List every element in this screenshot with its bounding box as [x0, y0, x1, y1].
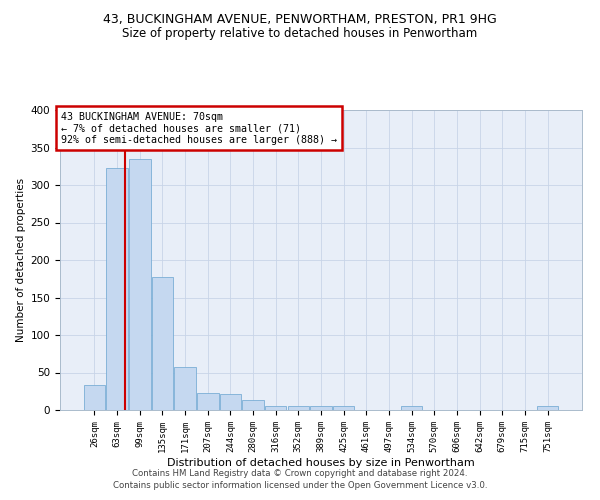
Bar [265, 406, 286, 410]
Bar [106, 168, 128, 410]
Bar [129, 159, 151, 410]
X-axis label: Distribution of detached houses by size in Penwortham: Distribution of detached houses by size … [167, 458, 475, 468]
Text: 43 BUCKINGHAM AVENUE: 70sqm
← 7% of detached houses are smaller (71)
92% of semi: 43 BUCKINGHAM AVENUE: 70sqm ← 7% of deta… [61, 112, 337, 144]
Bar [242, 400, 264, 410]
Text: Contains public sector information licensed under the Open Government Licence v3: Contains public sector information licen… [113, 481, 487, 490]
Text: 43, BUCKINGHAM AVENUE, PENWORTHAM, PRESTON, PR1 9HG: 43, BUCKINGHAM AVENUE, PENWORTHAM, PREST… [103, 12, 497, 26]
Bar [220, 394, 241, 410]
Bar [310, 406, 332, 410]
Bar [333, 406, 355, 410]
Bar [175, 367, 196, 410]
Bar [287, 406, 309, 410]
Y-axis label: Number of detached properties: Number of detached properties [16, 178, 26, 342]
Bar [84, 385, 105, 410]
Bar [401, 406, 422, 410]
Text: Size of property relative to detached houses in Penwortham: Size of property relative to detached ho… [122, 28, 478, 40]
Text: Contains HM Land Registry data © Crown copyright and database right 2024.: Contains HM Land Registry data © Crown c… [132, 468, 468, 477]
Bar [152, 277, 173, 410]
Bar [537, 406, 558, 410]
Bar [197, 393, 218, 410]
